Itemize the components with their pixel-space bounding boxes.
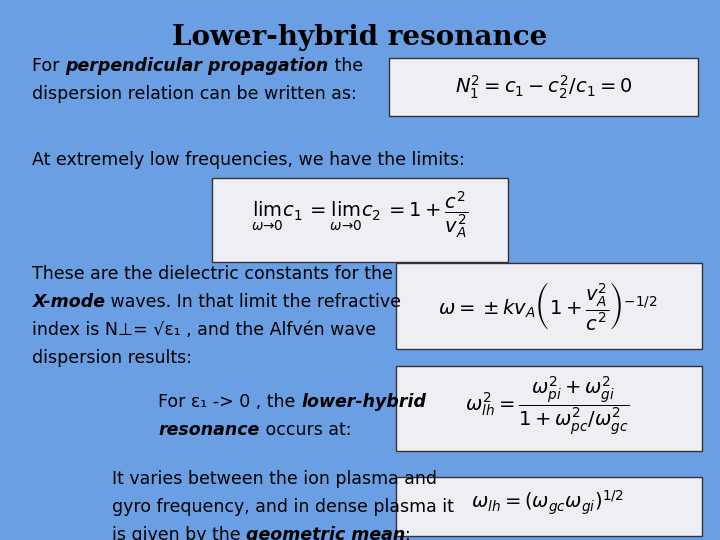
Text: is given by the: is given by the bbox=[112, 526, 246, 540]
Text: At extremely low frequencies, we have the limits:: At extremely low frequencies, we have th… bbox=[32, 151, 465, 169]
Text: waves. In that limit the refractive: waves. In that limit the refractive bbox=[105, 293, 402, 310]
Text: X-mode: X-mode bbox=[32, 293, 105, 310]
Text: For ε₁ -> 0 , the: For ε₁ -> 0 , the bbox=[158, 393, 301, 411]
Text: lower-hybrid: lower-hybrid bbox=[301, 393, 426, 411]
FancyBboxPatch shape bbox=[396, 477, 702, 536]
Text: $\omega_{lh} = (\omega_{gc}\omega_{gi})^{1/2}$: $\omega_{lh} = (\omega_{gc}\omega_{gi})^… bbox=[471, 489, 624, 517]
Text: dispersion results:: dispersion results: bbox=[32, 349, 192, 367]
Text: :: : bbox=[405, 526, 410, 540]
Text: Lower-hybrid resonance: Lower-hybrid resonance bbox=[172, 24, 548, 51]
Text: dispersion relation can be written as:: dispersion relation can be written as: bbox=[32, 85, 357, 103]
Text: $N_1^2 = c_1 - c_2^2/c_1 = 0$: $N_1^2 = c_1 - c_2^2/c_1 = 0$ bbox=[455, 74, 632, 101]
FancyBboxPatch shape bbox=[396, 366, 702, 451]
Text: gyro frequency, and in dense plasma it: gyro frequency, and in dense plasma it bbox=[112, 498, 454, 516]
Text: For: For bbox=[32, 57, 66, 75]
Text: geometric mean: geometric mean bbox=[246, 526, 405, 540]
Text: $\omega = \pm k v_A \left(1 + \dfrac{v_A^2}{c^2}\right)^{-1/2}$: $\omega = \pm k v_A \left(1 + \dfrac{v_A… bbox=[438, 281, 657, 333]
Text: resonance: resonance bbox=[158, 421, 260, 439]
Text: the: the bbox=[328, 57, 363, 75]
Text: occurs at:: occurs at: bbox=[260, 421, 351, 439]
Text: perpendicular propagation: perpendicular propagation bbox=[66, 57, 328, 75]
Text: $\lim_{\omega\to 0} c_1 = \lim_{\omega\to 0} c_2 = 1 + \dfrac{c^2}{v_A^2}$: $\lim_{\omega\to 0} c_1 = \lim_{\omega\t… bbox=[251, 190, 469, 240]
Text: These are the dielectric constants for the: These are the dielectric constants for t… bbox=[32, 265, 393, 282]
FancyBboxPatch shape bbox=[212, 178, 508, 262]
FancyBboxPatch shape bbox=[396, 263, 702, 349]
Text: index is N⊥= √ε₁ , and the Alfvén wave: index is N⊥= √ε₁ , and the Alfvén wave bbox=[32, 321, 377, 339]
Text: It varies between the ion plasma and: It varies between the ion plasma and bbox=[112, 470, 436, 488]
FancyBboxPatch shape bbox=[389, 58, 698, 116]
Text: $\omega_{lh}^2 = \dfrac{\omega_{pi}^2 + \omega_{gi}^2}{1 + \omega_{pc}^2/\omega_: $\omega_{lh}^2 = \dfrac{\omega_{pi}^2 + … bbox=[465, 375, 629, 437]
